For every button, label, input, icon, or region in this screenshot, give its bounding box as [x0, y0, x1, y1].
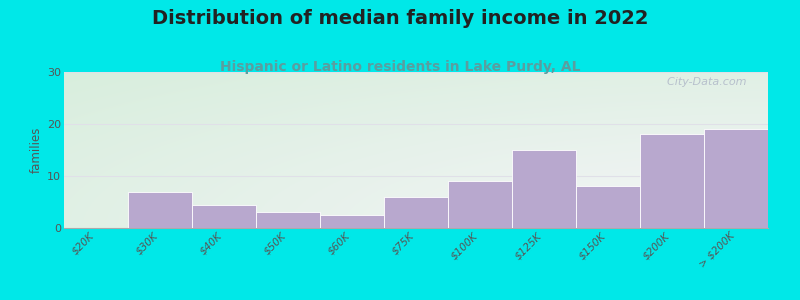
Text: City-Data.com: City-Data.com [660, 77, 747, 87]
Bar [128, 192, 192, 228]
Text: Distribution of median family income in 2022: Distribution of median family income in … [152, 9, 648, 28]
Bar [192, 205, 256, 228]
Bar [576, 186, 640, 228]
Bar [448, 181, 512, 228]
Bar [704, 129, 768, 228]
Bar [640, 134, 704, 228]
Y-axis label: families: families [30, 127, 43, 173]
Bar [384, 197, 448, 228]
Text: Hispanic or Latino residents in Lake Purdy, AL: Hispanic or Latino residents in Lake Pur… [220, 60, 580, 74]
Bar [512, 150, 576, 228]
Bar [320, 215, 384, 228]
Bar [256, 212, 320, 228]
